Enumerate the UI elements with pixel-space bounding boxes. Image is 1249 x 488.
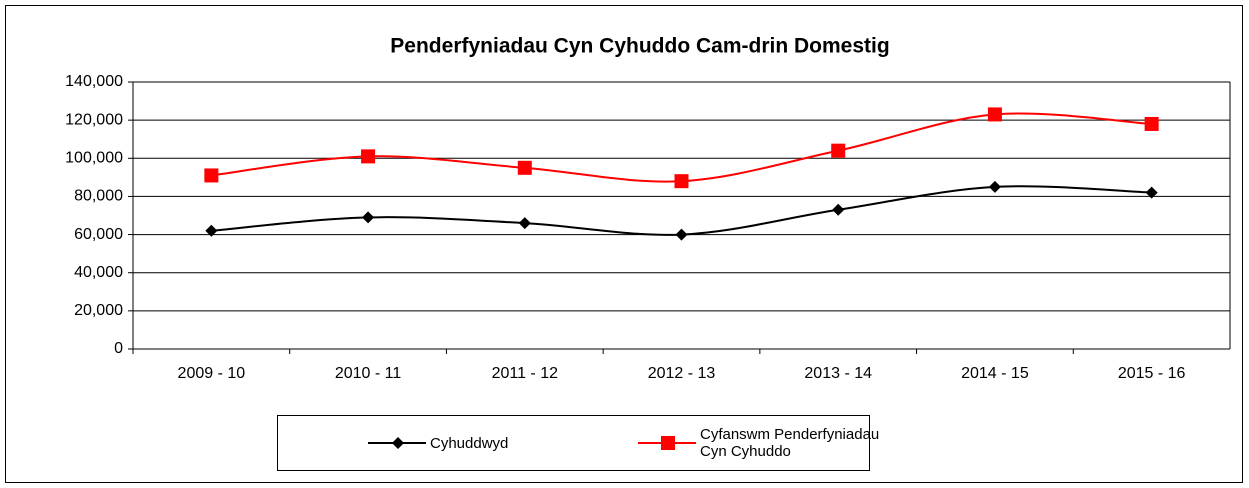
x-tick-label: 2009 - 10 — [178, 365, 246, 382]
data-point — [517, 160, 532, 175]
y-tick-label: 120,000 — [65, 111, 123, 128]
legend-label: Cyfanswm Penderfyniadau Cyn Cyhuddo — [700, 426, 880, 460]
chart-title: Penderfyniadau Cyn Cyhuddo Cam-drin Dome… — [390, 35, 889, 58]
data-point — [832, 203, 845, 216]
data-point — [1144, 116, 1159, 131]
y-tick-label: 0 — [114, 340, 123, 357]
data-point — [675, 228, 688, 241]
data-point — [831, 143, 846, 158]
x-tick-label: 2012 - 13 — [648, 365, 716, 382]
data-point — [987, 107, 1002, 122]
y-tick-label: 140,000 — [65, 73, 123, 90]
chart-border — [5, 5, 1243, 483]
x-tick-label: 2013 - 14 — [804, 365, 872, 382]
data-point — [988, 180, 1001, 193]
legend-label: Cyhuddwyd — [430, 434, 509, 452]
data-point — [205, 224, 218, 237]
x-tick-label: 2011 - 12 — [492, 365, 559, 382]
y-tick-label: 20,000 — [74, 302, 123, 319]
data-point — [518, 217, 531, 230]
x-tick-label: 2014 - 15 — [961, 365, 1029, 382]
y-tick-label: 100,000 — [65, 150, 123, 167]
data-point — [674, 174, 689, 189]
data-point — [362, 211, 375, 224]
y-tick-label: 60,000 — [74, 226, 123, 243]
data-point — [361, 149, 376, 164]
legend-marker — [392, 437, 404, 449]
y-tick-label: 80,000 — [74, 188, 123, 205]
data-point — [1145, 186, 1158, 199]
y-tick-label: 40,000 — [74, 264, 123, 281]
data-point — [204, 168, 219, 183]
legend-marker — [661, 436, 675, 450]
x-tick-label: 2015 - 16 — [1118, 365, 1186, 382]
x-tick-label: 2010 - 11 — [335, 365, 402, 382]
